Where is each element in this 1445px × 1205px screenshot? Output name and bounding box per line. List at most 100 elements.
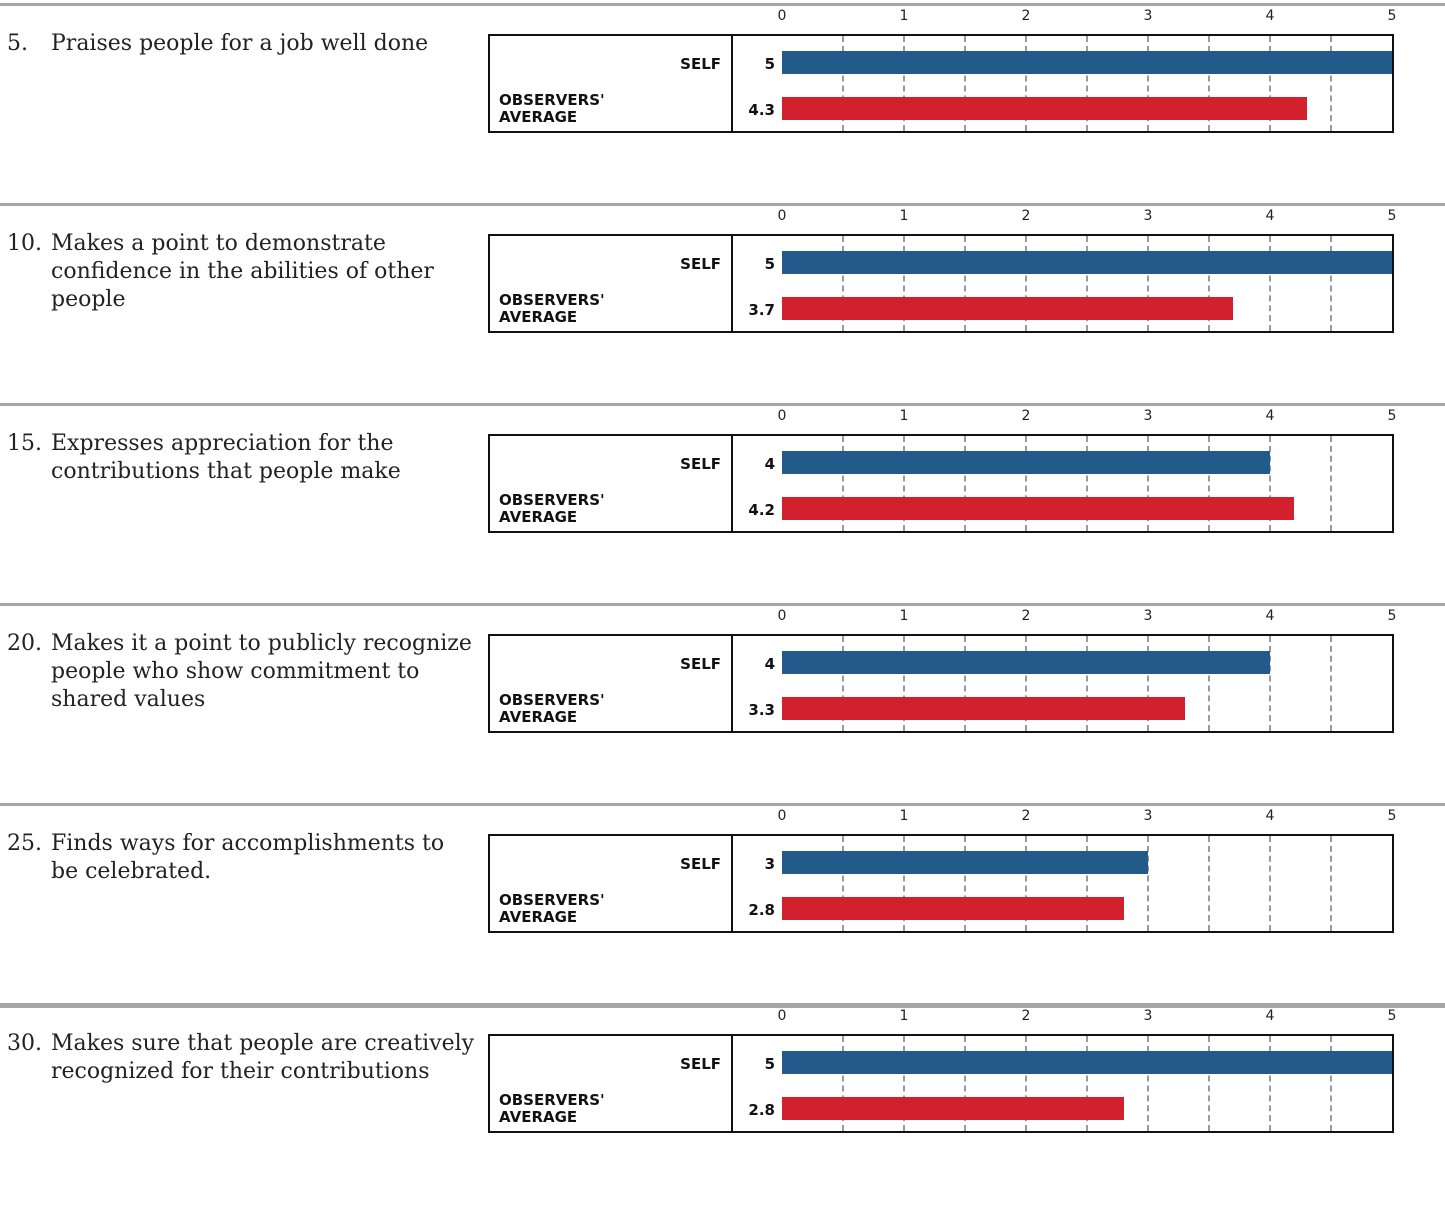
x-tick-label: 5: [1387, 208, 1397, 224]
x-tick-label: 0: [777, 408, 787, 424]
gridline: [1025, 1036, 1027, 1131]
chart-box: [488, 634, 1394, 733]
gridline: [1269, 836, 1271, 931]
observers-bar: [782, 497, 1295, 520]
observers-bar: [782, 97, 1307, 120]
chart-box: [488, 834, 1394, 933]
x-tick-label: 0: [777, 808, 787, 824]
x-tick-label: 4: [1265, 808, 1275, 824]
observers-label: OBSERVERS' AVERAGE: [499, 891, 605, 926]
item-number: 15.: [7, 431, 42, 456]
x-tick-label: 3: [1143, 1008, 1153, 1024]
gridline: [1086, 36, 1088, 131]
self-bar: [782, 51, 1392, 74]
label-divider: [731, 834, 733, 933]
gridline: [1025, 436, 1027, 531]
x-tick-label: 1: [899, 208, 909, 224]
gridline: [903, 836, 905, 931]
gridline: [1086, 636, 1088, 731]
observers-label: OBSERVERS' AVERAGE: [499, 491, 605, 526]
x-tick-label: 3: [1143, 408, 1153, 424]
item-section: 5. Praises people for a job well done 0 1 2 3…: [0, 0, 1445, 200]
gridline: [842, 1036, 844, 1131]
x-tick-label: 2: [1021, 1008, 1031, 1024]
gridline: [1330, 36, 1332, 131]
x-tick-label: 0: [777, 208, 787, 224]
observers-value: 2.8: [748, 1101, 775, 1119]
self-label: SELF: [680, 1055, 721, 1073]
gridline: [1269, 36, 1271, 131]
self-bar: [782, 851, 1148, 874]
item-section: 30. Makes sure that people are creatively…: [0, 1000, 1445, 1200]
item-section: 20. Makes it a point to publicly recogniz…: [0, 600, 1445, 800]
gridline: [1147, 1036, 1149, 1131]
chart-box: [488, 34, 1394, 133]
observers-bar: [782, 1097, 1124, 1120]
item-section: 25. Finds ways for accomplishments to be …: [0, 800, 1445, 1000]
observers-value: 2.8: [748, 901, 775, 919]
x-tick-label: 2: [1021, 208, 1031, 224]
gridline: [1330, 636, 1332, 731]
self-label: SELF: [680, 55, 721, 73]
self-value: 3: [764, 855, 775, 873]
section-rule: [0, 403, 1445, 406]
gridline: [1269, 636, 1271, 731]
x-tick-label: 2: [1021, 8, 1031, 24]
item-number: 30.: [7, 1031, 42, 1056]
x-tick-label: 2: [1021, 808, 1031, 824]
gridline: [842, 836, 844, 931]
item-text: Makes a point to demonstrate confidence …: [51, 231, 434, 312]
item-section: 10. Makes a point to demonstrate confiden…: [0, 200, 1445, 400]
observers-value: 4.3: [748, 101, 775, 119]
x-tick-label: 3: [1143, 8, 1153, 24]
gridline: [1269, 236, 1271, 331]
label-divider: [731, 634, 733, 733]
observers-value: 3.3: [748, 701, 775, 719]
x-tick-label: 3: [1143, 808, 1153, 824]
gridline: [1330, 436, 1332, 531]
gridline: [842, 36, 844, 131]
x-tick-label: 0: [777, 608, 787, 624]
observers-label: OBSERVERS' AVERAGE: [499, 91, 605, 126]
chart-box: [488, 434, 1394, 533]
gridline: [1208, 1036, 1210, 1131]
gridline: [1025, 836, 1027, 931]
x-tick-label: 1: [899, 408, 909, 424]
gridline: [842, 236, 844, 331]
item-number: 5.: [7, 31, 28, 56]
section-rule: [0, 803, 1445, 806]
item-number: 20.: [7, 631, 42, 656]
x-tick-label: 3: [1143, 608, 1153, 624]
item-text: Expresses appreciation for the contribut…: [51, 431, 401, 484]
self-value: 4: [764, 455, 775, 473]
observers-value: 4.2: [748, 501, 775, 519]
gridline: [964, 636, 966, 731]
gridline: [903, 36, 905, 131]
gridline: [964, 36, 966, 131]
x-tick-label: 1: [899, 8, 909, 24]
x-tick-label: 4: [1265, 8, 1275, 24]
gridline: [842, 636, 844, 731]
gridline: [903, 1036, 905, 1131]
label-divider: [731, 1034, 733, 1133]
x-tick-label: 5: [1387, 408, 1397, 424]
self-label: SELF: [680, 255, 721, 273]
gridline: [903, 236, 905, 331]
gridline: [842, 436, 844, 531]
item-section: 15. Expresses appreciation for the contri…: [0, 400, 1445, 600]
observers-label: OBSERVERS' AVERAGE: [499, 691, 605, 726]
gridline: [1330, 836, 1332, 931]
x-tick-label: 4: [1265, 1008, 1275, 1024]
x-tick-label: 2: [1021, 608, 1031, 624]
x-tick-label: 5: [1387, 608, 1397, 624]
gridline: [964, 836, 966, 931]
x-tick-label: 1: [899, 608, 909, 624]
observers-label: OBSERVERS' AVERAGE: [499, 291, 605, 326]
x-tick-label: 4: [1265, 408, 1275, 424]
self-value: 5: [764, 255, 775, 273]
self-bar: [782, 251, 1392, 274]
label-divider: [731, 434, 733, 533]
observers-value: 3.7: [748, 301, 775, 319]
x-tick-label: 4: [1265, 608, 1275, 624]
gridline: [1147, 836, 1149, 931]
